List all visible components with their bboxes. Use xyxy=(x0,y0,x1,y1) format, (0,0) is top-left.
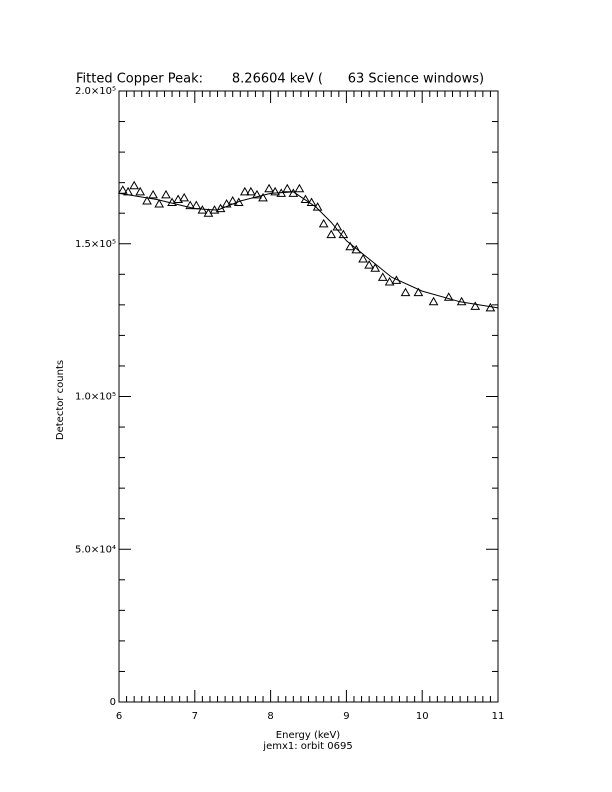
data-point xyxy=(154,199,165,208)
plot-frame xyxy=(118,90,499,703)
data-point xyxy=(351,244,362,254)
data-point xyxy=(282,183,293,193)
data-point xyxy=(294,183,305,193)
chart-title: Fitted Copper Peak: 8.26604 keV ( 63 Sci… xyxy=(76,72,484,87)
y-tick-label: 1.0×10⁵ xyxy=(75,392,116,403)
data-point xyxy=(400,287,411,297)
data-point xyxy=(148,189,158,199)
data-point xyxy=(179,192,190,202)
data-point xyxy=(264,183,274,193)
data-point xyxy=(135,186,146,196)
x-tick-label: 9 xyxy=(343,711,349,722)
data-point xyxy=(377,272,388,281)
x-tick-label: 7 xyxy=(192,711,198,722)
y-tick-label: 2.0×10⁵ xyxy=(75,86,116,97)
x-tick-label: 8 xyxy=(267,711,273,722)
data-point xyxy=(370,263,381,272)
y-tick-label: 5.0×10⁴ xyxy=(75,544,116,555)
x-tick-label: 6 xyxy=(116,711,122,722)
data-point xyxy=(239,186,250,196)
x-tick-label: 10 xyxy=(416,711,429,722)
data-point xyxy=(358,254,368,263)
y-tick-label: 1.5×10⁵ xyxy=(75,239,116,250)
y-tick-label: 0 xyxy=(110,697,116,708)
data-point xyxy=(384,276,395,286)
data-point xyxy=(117,185,128,194)
data-point xyxy=(345,241,356,251)
data-point xyxy=(142,195,152,205)
data-point xyxy=(326,229,337,239)
y-axis-label: Detector counts xyxy=(55,360,66,440)
data-point xyxy=(318,218,329,228)
data-point xyxy=(252,189,262,199)
x-tick-label: 11 xyxy=(492,711,505,722)
fit-line xyxy=(118,191,499,309)
data-point xyxy=(258,192,268,202)
data-point xyxy=(270,186,281,196)
data-point xyxy=(364,260,375,269)
data-point xyxy=(185,200,196,210)
data-point xyxy=(306,197,317,207)
data-point xyxy=(470,301,481,310)
data-point xyxy=(161,189,171,199)
data-point xyxy=(246,186,256,196)
data-point xyxy=(443,292,454,301)
data-point xyxy=(413,287,424,297)
data-point xyxy=(129,180,140,190)
data-point xyxy=(428,296,439,306)
subtitle: jemx1: orbit 0695 xyxy=(262,741,352,752)
data-point xyxy=(173,194,183,203)
x-axis-label: Energy (keV) xyxy=(276,730,341,741)
